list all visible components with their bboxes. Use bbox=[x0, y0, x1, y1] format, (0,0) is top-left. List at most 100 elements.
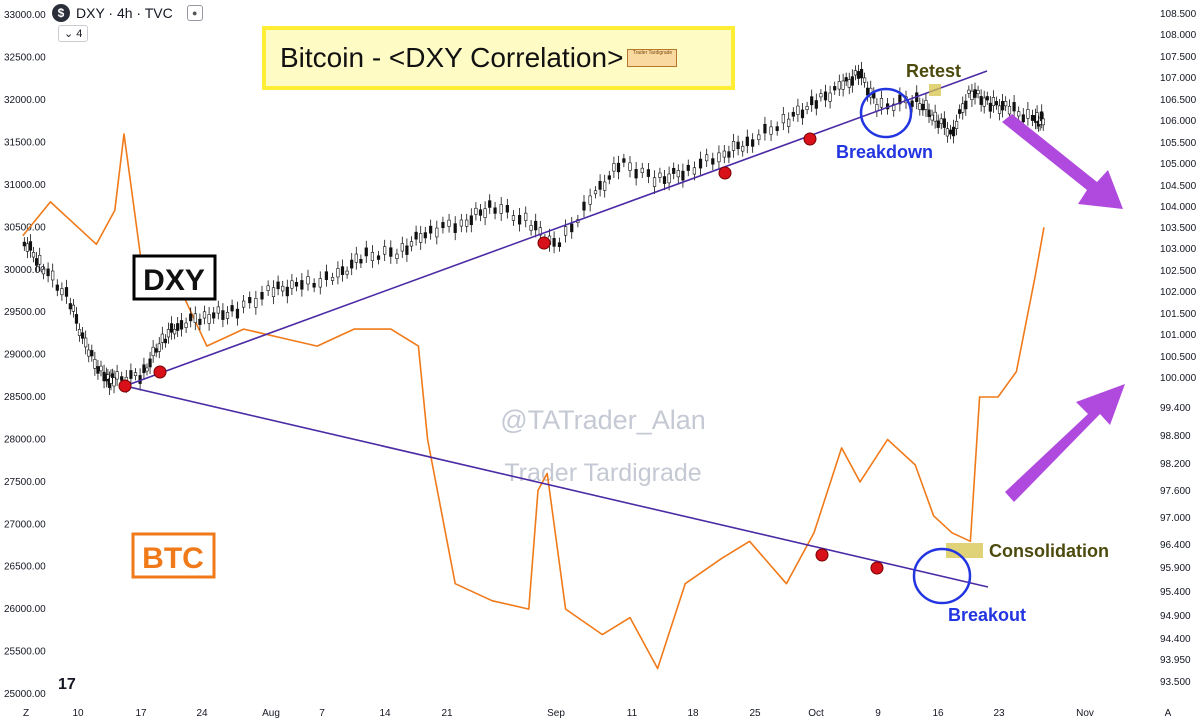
chart-title: Bitcoin - <DXY Correlation> bbox=[280, 42, 624, 73]
breakout-label: Breakout bbox=[948, 605, 1026, 625]
dxy-candle-body bbox=[856, 71, 861, 79]
dxy-candle-body bbox=[775, 126, 779, 131]
chart-title-banner: Bitcoin - <DXY Correlation> Trader Tardi… bbox=[262, 26, 735, 90]
dxy-tick-label: 104.000 bbox=[1160, 202, 1197, 213]
dxy-candle-body bbox=[55, 284, 59, 291]
dxy-tick-label: 97.000 bbox=[1160, 513, 1191, 524]
dxy-candle-body bbox=[207, 314, 211, 324]
dxy-candle-body bbox=[751, 139, 755, 147]
bullish-arrow-icon bbox=[1005, 384, 1125, 502]
retest-highlight bbox=[929, 84, 941, 96]
chevron-down-icon: ⌄ bbox=[64, 28, 74, 40]
dxy-candle-body bbox=[662, 176, 667, 184]
dxy-candle-body bbox=[469, 215, 473, 226]
dxy-candle-body bbox=[38, 254, 42, 265]
dxy-candle-body bbox=[483, 208, 487, 218]
dxy-candle-body bbox=[933, 111, 937, 122]
dxy-candle-body bbox=[948, 129, 953, 135]
btc-tick-label: 28000.00 bbox=[4, 434, 46, 445]
dxy-candle-body bbox=[46, 268, 50, 277]
dxy-candle-body bbox=[350, 259, 354, 269]
dxy-candle-body bbox=[345, 270, 349, 275]
btc-tick-label: 31500.00 bbox=[4, 137, 46, 148]
time-tick-label: 25 bbox=[749, 708, 761, 719]
dxy-tick-label: 106.000 bbox=[1160, 116, 1197, 127]
dxy-candle-body bbox=[640, 167, 644, 174]
dxy-tick-label: 105.500 bbox=[1160, 138, 1197, 149]
dxy-candle-body bbox=[538, 227, 542, 236]
dxy-candle-body bbox=[763, 123, 767, 134]
dxy-candle-body bbox=[563, 226, 568, 236]
dxy-candle-body bbox=[593, 190, 598, 195]
btc-tick-label: 29000.00 bbox=[4, 350, 46, 361]
dxy-candle-body bbox=[634, 169, 638, 179]
dxy-candle-body bbox=[658, 172, 662, 178]
time-tick-label: 21 bbox=[441, 708, 453, 719]
dxy-candle-body bbox=[711, 158, 715, 165]
dxy-candle-body bbox=[160, 333, 164, 343]
symbol-title[interactable]: DXY · 4h · TVC bbox=[76, 5, 173, 21]
dxy-candle-body bbox=[248, 296, 252, 304]
dxy-candle-body bbox=[179, 320, 184, 330]
dxy-candle-body bbox=[133, 372, 138, 376]
eye-icon[interactable]: ● bbox=[186, 5, 203, 21]
dxy-candle-body bbox=[145, 367, 149, 372]
btc-tick-label: 26500.00 bbox=[4, 562, 46, 573]
btc-tick-label: 32500.00 bbox=[4, 53, 46, 64]
dxy-tick-label: 108.000 bbox=[1160, 30, 1197, 41]
dxy-candle-body bbox=[570, 223, 574, 233]
btc-tick-label: 25000.00 bbox=[4, 689, 46, 700]
dxy-candle-body bbox=[383, 246, 387, 255]
dxy-candle-body bbox=[910, 100, 914, 107]
dxy-tick-label: 104.500 bbox=[1160, 181, 1197, 192]
dxy-candle-body bbox=[628, 162, 632, 171]
dxy-candle-body bbox=[837, 81, 841, 90]
dxy-tick-label: 101.500 bbox=[1160, 309, 1197, 320]
dxy-candle-body bbox=[212, 312, 216, 319]
pivot-point-marker bbox=[815, 548, 829, 562]
dxy-candle-body bbox=[833, 86, 837, 91]
dxy-candle-body bbox=[202, 311, 207, 319]
dxy-candle-body bbox=[74, 314, 79, 324]
dxy-candle-body bbox=[859, 68, 864, 79]
dxy-candle-body bbox=[96, 366, 100, 374]
time-tick-label: 17 bbox=[135, 708, 147, 719]
btc-tick-label: 25500.00 bbox=[4, 647, 46, 658]
dxy-candle-body bbox=[93, 359, 97, 369]
dxy-candle-body bbox=[271, 287, 276, 297]
btc-series bbox=[22, 133, 1045, 670]
dxy-candle-body bbox=[71, 304, 75, 312]
dxy-candle-body bbox=[193, 313, 197, 324]
dxy-candle-body bbox=[148, 358, 152, 368]
dxy-candle-body bbox=[419, 233, 423, 243]
dxy-tick-label: 95.400 bbox=[1160, 587, 1191, 598]
dxy-candle-body bbox=[60, 288, 64, 296]
dxy-candle-body bbox=[1026, 109, 1030, 119]
dxy-candle-body bbox=[242, 300, 246, 308]
btc-tick-label: 30000.00 bbox=[4, 265, 46, 276]
dxy-candle-body bbox=[81, 332, 85, 339]
dxy-candle-body bbox=[997, 105, 1002, 114]
btc-tick-label: 32000.00 bbox=[4, 95, 46, 106]
dxy-candle-body bbox=[184, 322, 188, 328]
dxy-tick-label: 103.000 bbox=[1160, 244, 1197, 255]
dxy-candle-body bbox=[945, 128, 949, 137]
pivot-point-marker bbox=[153, 365, 167, 379]
consolidation-label: Consolidation bbox=[989, 541, 1109, 561]
dxy-tick-label: 95.900 bbox=[1160, 563, 1191, 574]
dxy-candle-body bbox=[853, 70, 857, 76]
dxy-candle-body bbox=[51, 270, 55, 281]
indicator-collapse-button[interactable]: ⌄ 4 bbox=[58, 25, 89, 42]
dxy-candle-body bbox=[474, 207, 478, 215]
dxy-candle-body bbox=[598, 180, 602, 190]
dxy-candle-body bbox=[1030, 115, 1035, 121]
dxy-candle-body bbox=[493, 207, 497, 214]
tradingview-logo[interactable]: 17 bbox=[58, 676, 76, 693]
dxy-candle-body bbox=[796, 105, 800, 115]
dxy-candle-body bbox=[34, 258, 39, 266]
time-tick-label: 10 bbox=[72, 708, 84, 719]
dxy-candle-body bbox=[166, 329, 171, 338]
dxy-candle-body bbox=[985, 96, 989, 101]
dxy-candle-body bbox=[230, 305, 234, 312]
dxy-candle-body bbox=[478, 209, 483, 216]
